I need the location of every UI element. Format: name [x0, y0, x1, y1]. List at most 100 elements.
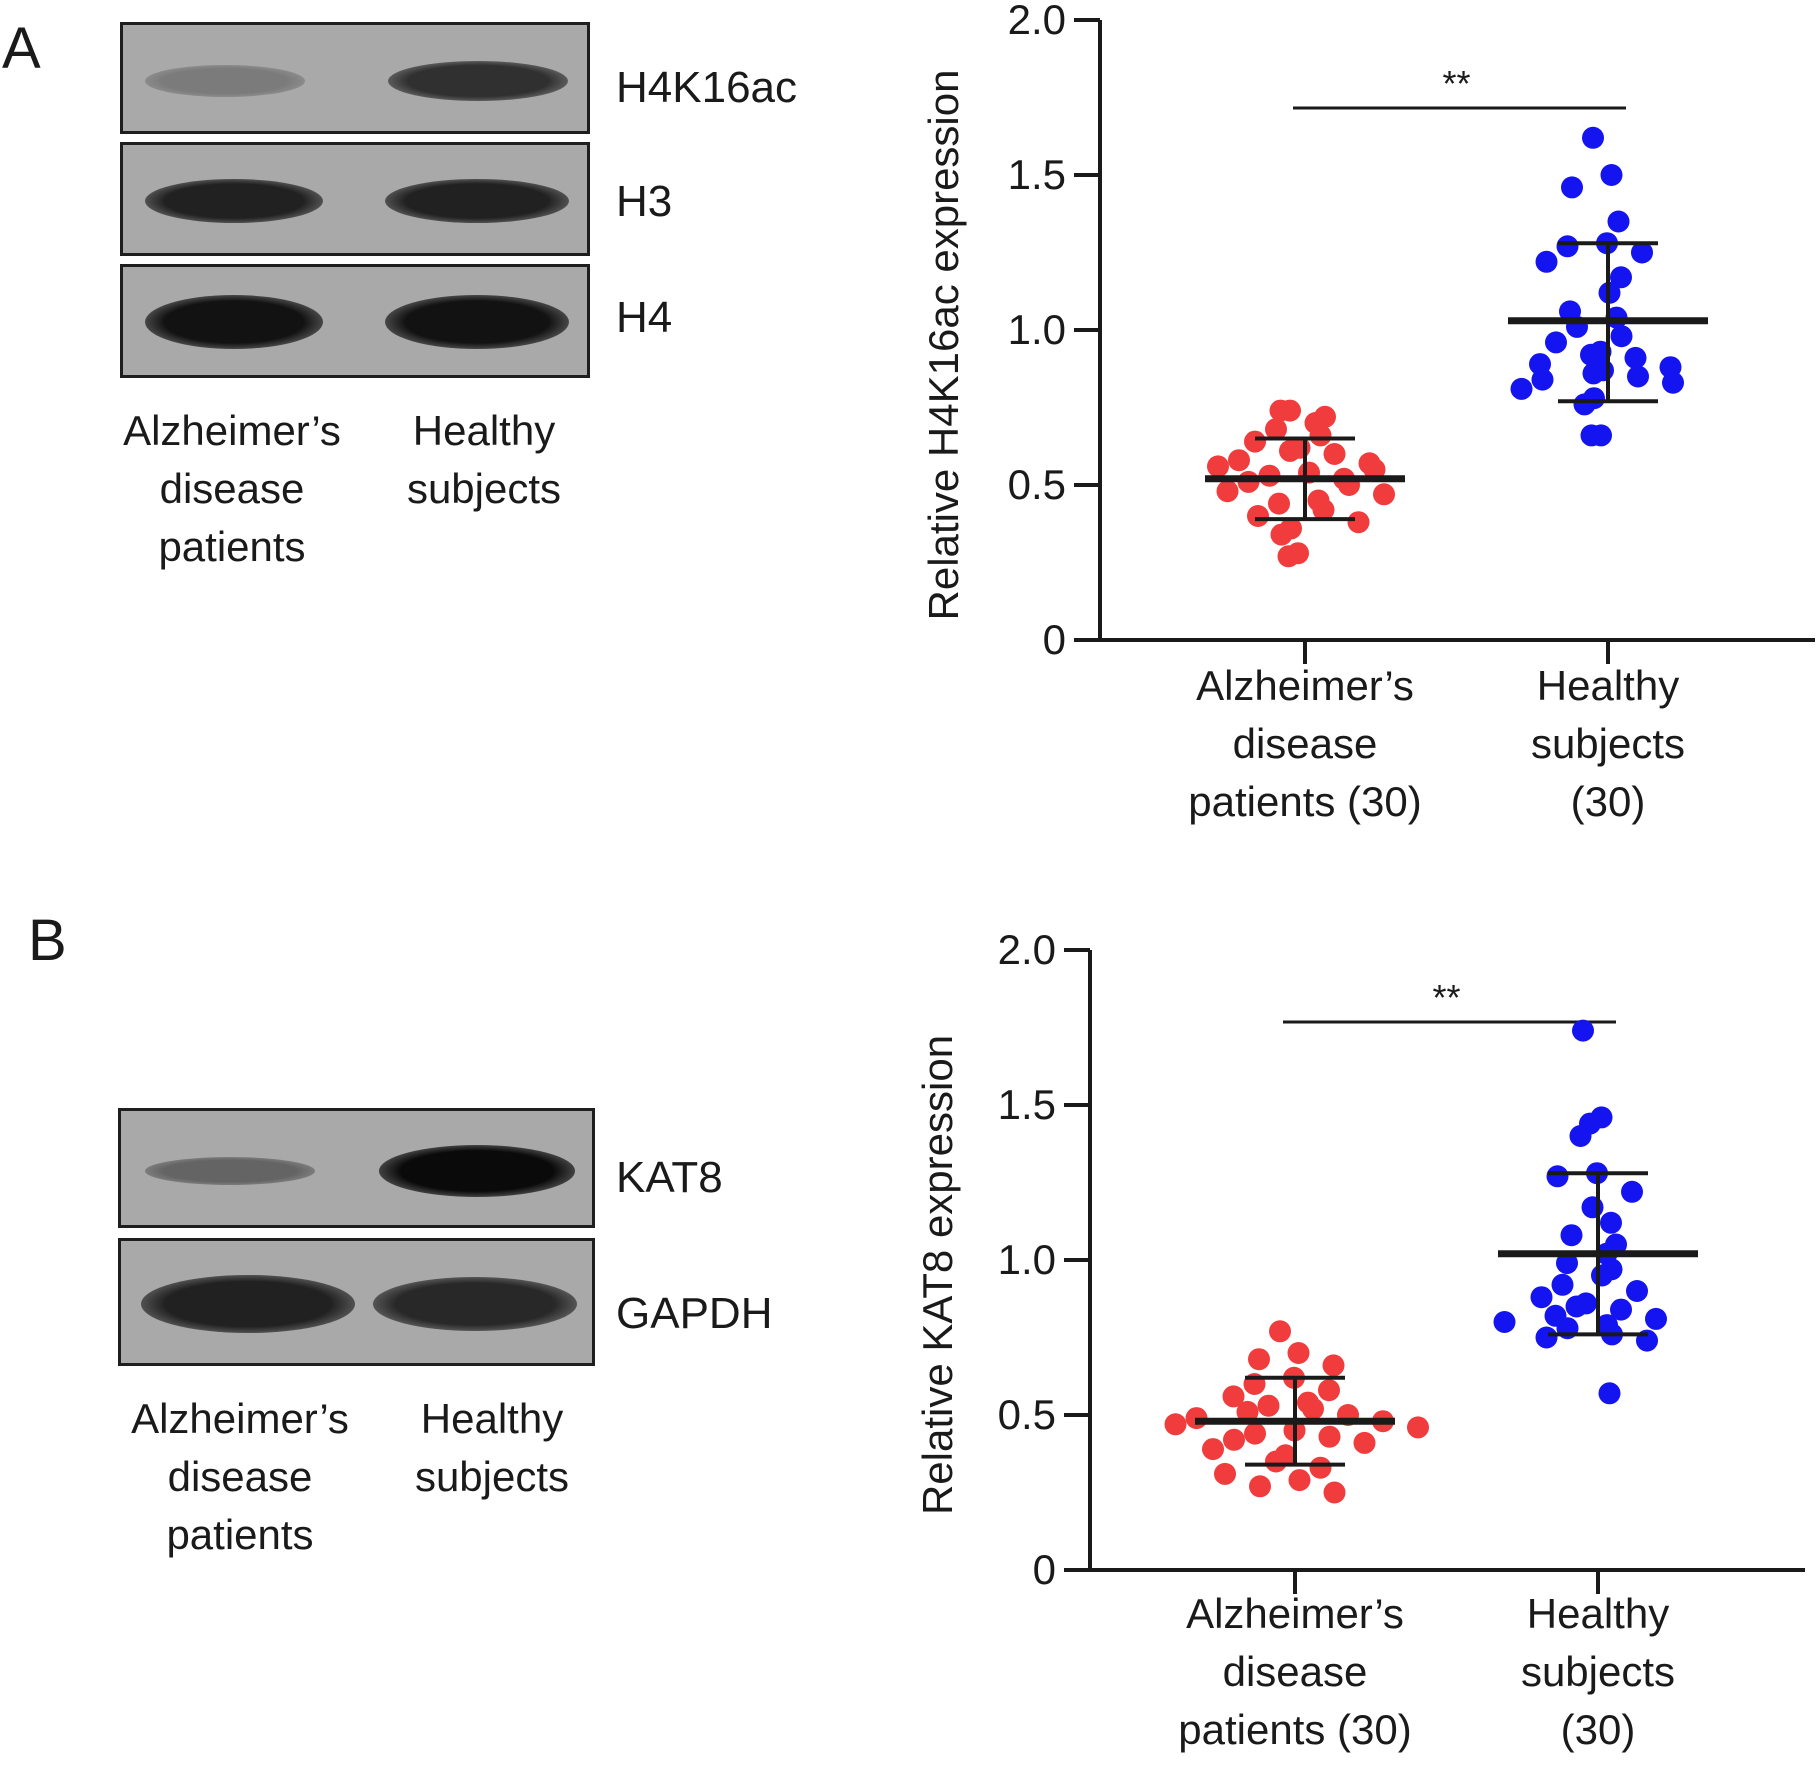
blot-label-h4: H4 — [616, 293, 673, 342]
data-point — [1493, 1311, 1516, 1333]
data-point — [1607, 210, 1630, 233]
band — [145, 1157, 315, 1185]
data-point — [1591, 1264, 1613, 1287]
data-point — [1323, 443, 1346, 465]
data-point — [1631, 241, 1653, 264]
x-category-label: Alzheimer’s — [1196, 662, 1414, 709]
y-tick-label: 2.0 — [998, 926, 1056, 973]
blot-label-h4k16ac: H4K16ac — [616, 63, 798, 112]
data-point — [1277, 545, 1300, 568]
band — [145, 179, 323, 223]
band — [385, 179, 569, 223]
data-point — [1580, 343, 1602, 366]
data-point — [1530, 1286, 1553, 1309]
data-point — [1269, 399, 1292, 422]
data-point — [1573, 393, 1596, 416]
data-point — [1247, 505, 1269, 527]
lane-label-line: Alzheimer’s — [131, 1395, 349, 1442]
data-point — [1582, 126, 1604, 149]
lane-label-healthy: Healthy subjects — [344, 402, 624, 518]
data-point — [1626, 1280, 1648, 1302]
lane-label-line: disease — [159, 465, 305, 512]
lane-label-healthy: Healthy subjects — [352, 1390, 632, 1506]
lane-label-line: patients — [166, 1511, 314, 1558]
band — [388, 61, 568, 101]
data-point — [1318, 1379, 1340, 1402]
data-point — [1561, 176, 1583, 199]
x-category-label: (30) — [1571, 778, 1646, 825]
band — [145, 295, 323, 349]
significance-stars: ** — [1432, 977, 1460, 1018]
data-point — [1598, 1382, 1621, 1405]
data-point — [1222, 1385, 1245, 1408]
panel-letter-b: B — [28, 908, 67, 973]
data-point — [1353, 1431, 1376, 1454]
data-point — [1572, 1019, 1594, 1042]
data-point — [1610, 1298, 1632, 1321]
data-point — [1288, 1469, 1311, 1492]
data-point — [1309, 424, 1332, 447]
data-point — [1565, 1295, 1588, 1318]
x-category-label: (30) — [1561, 1706, 1636, 1753]
data-point — [1610, 266, 1632, 289]
lane-label-line: disease — [167, 1453, 313, 1500]
data-point — [1244, 430, 1266, 453]
data-point — [1556, 235, 1579, 258]
panel-letter-a: A — [2, 16, 41, 81]
lane-label-line: patients — [158, 523, 306, 570]
data-point — [1560, 1224, 1583, 1247]
lane-label-line: subjects — [406, 465, 562, 512]
data-point — [1223, 1428, 1245, 1451]
y-tick-label: 0 — [1033, 1546, 1056, 1593]
data-point — [1531, 368, 1554, 391]
lane-label-line: Healthy — [420, 1395, 564, 1442]
band — [385, 295, 569, 349]
lane-label-line: Healthy — [412, 407, 556, 454]
band — [379, 1145, 575, 1197]
data-point — [1510, 377, 1533, 400]
data-point — [1546, 1165, 1569, 1188]
data-point — [1580, 424, 1603, 447]
data-point — [1269, 1320, 1291, 1343]
y-tick-label: 0.5 — [998, 1391, 1056, 1438]
data-point — [1535, 1326, 1558, 1349]
data-point — [1610, 325, 1633, 348]
lane-label-line: Alzheimer’s — [123, 407, 341, 454]
blot-row-gapdh — [118, 1238, 595, 1366]
data-point — [1287, 1342, 1310, 1364]
band — [145, 65, 305, 97]
blot-label-h3: H3 — [616, 177, 673, 226]
y-axis-label: Relative H4K16ac expression — [920, 70, 967, 621]
data-point — [1624, 346, 1647, 369]
x-category-label: subjects — [1531, 720, 1685, 767]
data-point — [1279, 439, 1301, 462]
x-category-label: disease — [1223, 1648, 1368, 1695]
x-category-label: disease — [1233, 720, 1378, 767]
data-point — [1268, 492, 1290, 515]
data-point — [1407, 1416, 1429, 1439]
data-point — [1600, 1211, 1622, 1234]
blot-row-kat8 — [118, 1108, 595, 1228]
data-point — [1363, 458, 1386, 481]
data-point — [1265, 1450, 1287, 1473]
data-point — [1569, 1125, 1592, 1147]
x-category-label: Healthy — [1527, 1590, 1669, 1637]
data-point — [1202, 1438, 1224, 1461]
blot-label-gapdh: GAPDH — [616, 1289, 773, 1338]
data-point — [1645, 1307, 1667, 1330]
data-point — [1164, 1413, 1187, 1436]
y-tick-label: 0 — [1043, 616, 1066, 663]
y-tick-label: 1.0 — [998, 1236, 1056, 1283]
data-point — [1581, 1196, 1604, 1219]
data-point — [1627, 365, 1649, 388]
data-point — [1373, 483, 1395, 506]
x-category-label: Healthy — [1537, 662, 1679, 709]
data-point — [1582, 362, 1605, 385]
lane-label-alzheimers: Alzheimer’s disease patients — [92, 402, 372, 576]
data-point — [1535, 250, 1558, 273]
blot-row-h4k16ac — [120, 22, 590, 134]
y-tick-label: 0.5 — [1008, 461, 1066, 508]
data-point — [1248, 1348, 1270, 1371]
x-category-label: patients (30) — [1178, 1706, 1411, 1753]
data-point — [1600, 164, 1623, 186]
